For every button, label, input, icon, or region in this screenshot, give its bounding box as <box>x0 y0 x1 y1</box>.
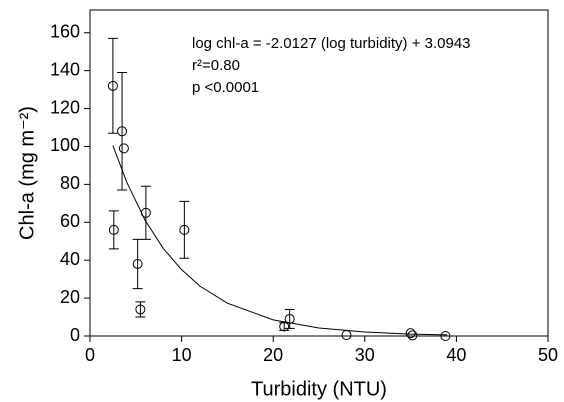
y-tick-label: 140 <box>50 59 80 79</box>
plot-frame <box>89 9 549 337</box>
data-point <box>179 224 190 235</box>
x-tick-label: 0 <box>85 345 95 365</box>
x-tick-label: 50 <box>538 345 558 365</box>
data-point <box>135 304 146 315</box>
x-tick-label: 10 <box>172 345 192 365</box>
data-point <box>140 207 151 218</box>
error-bar <box>140 185 151 240</box>
annotation: p <0.0001 <box>192 79 259 96</box>
fit-curve <box>112 145 448 336</box>
data-point <box>118 143 129 154</box>
y-tick-label: 40 <box>60 249 80 269</box>
data-point <box>117 126 128 137</box>
error-bar <box>135 301 146 318</box>
x-tick-label: 30 <box>355 345 375 365</box>
error-bar <box>284 308 295 329</box>
data-point <box>107 80 118 91</box>
annotation: r²=0.80 <box>192 57 240 74</box>
y-tick-label: 160 <box>50 21 80 41</box>
error-bar <box>132 238 143 290</box>
data-point <box>440 331 451 341</box>
data-point <box>132 258 143 269</box>
y-tick-label: 20 <box>60 287 80 307</box>
error-bar <box>117 72 128 191</box>
x-tick-label: 40 <box>446 345 466 365</box>
error-bar <box>108 210 119 250</box>
y-tick-label: 120 <box>50 97 80 117</box>
x-tick-label: 20 <box>263 345 283 365</box>
y-tick-label: 0 <box>70 325 80 345</box>
data-point <box>407 330 418 341</box>
error-bar <box>179 200 190 259</box>
data-point <box>279 321 290 332</box>
y-tick-label: 80 <box>60 173 80 193</box>
data-point <box>405 328 416 339</box>
annotation: log chl-a = -2.0127 (log turbidity) + 3.… <box>192 35 471 52</box>
data-point <box>341 330 352 341</box>
x-axis-label: Turbidity (NTU) <box>251 378 387 400</box>
data-point <box>108 224 119 235</box>
y-tick-label: 60 <box>60 211 80 231</box>
y-axis-label: Chl-a (mg m⁻²) <box>16 106 38 240</box>
y-tick-label: 100 <box>50 135 80 155</box>
data-point <box>284 313 295 324</box>
error-bar <box>107 37 118 134</box>
